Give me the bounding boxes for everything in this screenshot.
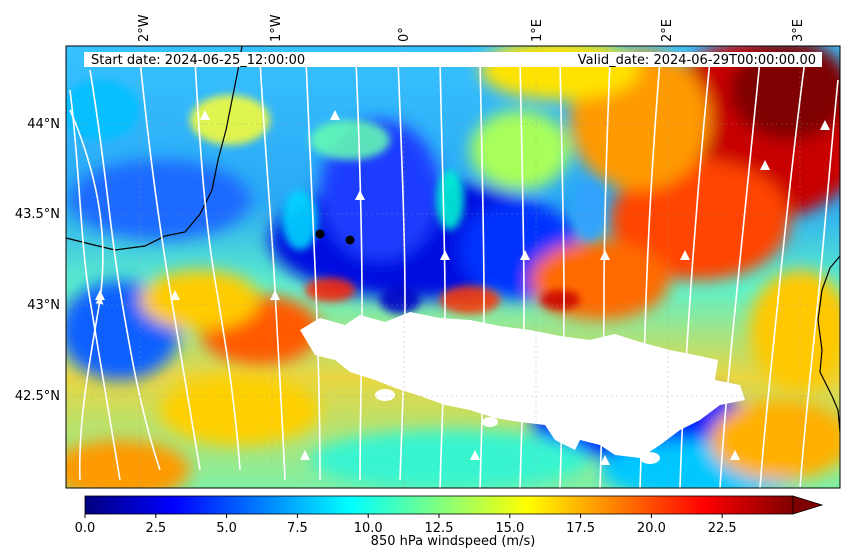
start-date-label: Start date: 2024-06-25_12:00:00 [91,53,305,68]
coastline-bay-of-biscay [66,46,243,251]
coastline-mediterranean [817,255,840,433]
colorbar-tick-label: 17.5 [566,521,595,536]
station-marker[interactable] [315,229,325,239]
lon-tick: 1°E [530,19,545,42]
station-marker[interactable] [345,235,355,245]
colorbar-ramp [84,495,794,515]
lat-tick: 42.5°N [15,389,60,404]
gridlines [66,46,840,488]
colorbar-tick-label: 20.0 [637,521,666,536]
map-panel: Start date: 2024-06-25_12:00:00 Valid_da… [66,46,840,488]
lon-tick: 3°E [791,19,806,42]
colorbar-ticks: 0.0 2.5 5.0 7.5 10.0 12.5 15.0 17.5 20.0 22.5 [75,514,737,536]
coastlines [66,46,840,433]
lon-tick: 2°E [660,19,675,42]
lon-tick: 1°W [269,14,284,42]
latitude-ticks: 44°N 43.5°N 43°N 42.5°N [15,117,60,404]
lat-tick: 44°N [27,117,60,132]
map-frame [65,45,841,489]
streamline-arrows [95,110,830,465]
colorbar-tick-label: 22.5 [708,521,737,536]
colorbar-tick-label: 7.5 [287,521,308,536]
colorbar-extend-max [792,495,824,515]
colorbar-tick-label: 0.0 [75,521,96,536]
lon-tick: 2°W [137,14,152,42]
date-banner [84,52,822,67]
colorbar-tick-label: 15.0 [495,521,524,536]
longitude-ticks: 2°W 1°W 0° 1°E 2°E 3°E [137,14,806,42]
lon-tick: 0° [397,27,412,42]
colorbar: 0.0 2.5 5.0 7.5 10.0 12.5 15.0 17.5 20.0 22.5 850… [75,495,824,549]
valid-date-label: Valid_date: 2024-06-29T00:00:00.00 [578,53,816,68]
colorbar-tick-label: 2.5 [145,521,166,536]
colorbar-tick-label: 12.5 [425,521,454,536]
colorbar-tick-label: 10.0 [354,521,383,536]
lat-tick: 43°N [27,298,60,313]
lat-tick: 43.5°N [15,207,60,222]
colorbar-tick-label: 5.0 [216,521,237,536]
streamlines [69,59,839,488]
colorbar-label: 850 hPa windspeed (m/s) [371,534,536,549]
